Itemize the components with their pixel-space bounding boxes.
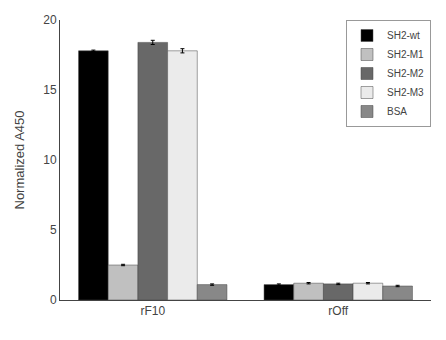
svg-text:20: 20 xyxy=(43,13,57,27)
svg-text:10: 10 xyxy=(43,153,57,167)
svg-text:15: 15 xyxy=(43,83,57,97)
svg-text:SH2-M1: SH2-M1 xyxy=(387,49,424,60)
svg-text:rOff: rOff xyxy=(328,304,348,318)
svg-text:rF10: rF10 xyxy=(140,304,165,318)
svg-text:SH2-M3: SH2-M3 xyxy=(387,87,424,98)
svg-text:Normalized A450: Normalized A450 xyxy=(12,111,27,210)
svg-text:5: 5 xyxy=(50,223,57,237)
svg-text:0: 0 xyxy=(50,293,57,307)
svg-text:BSA: BSA xyxy=(387,106,407,117)
svg-text:SH2-M2: SH2-M2 xyxy=(387,68,424,79)
svg-text:SH2-wt: SH2-wt xyxy=(387,30,420,41)
